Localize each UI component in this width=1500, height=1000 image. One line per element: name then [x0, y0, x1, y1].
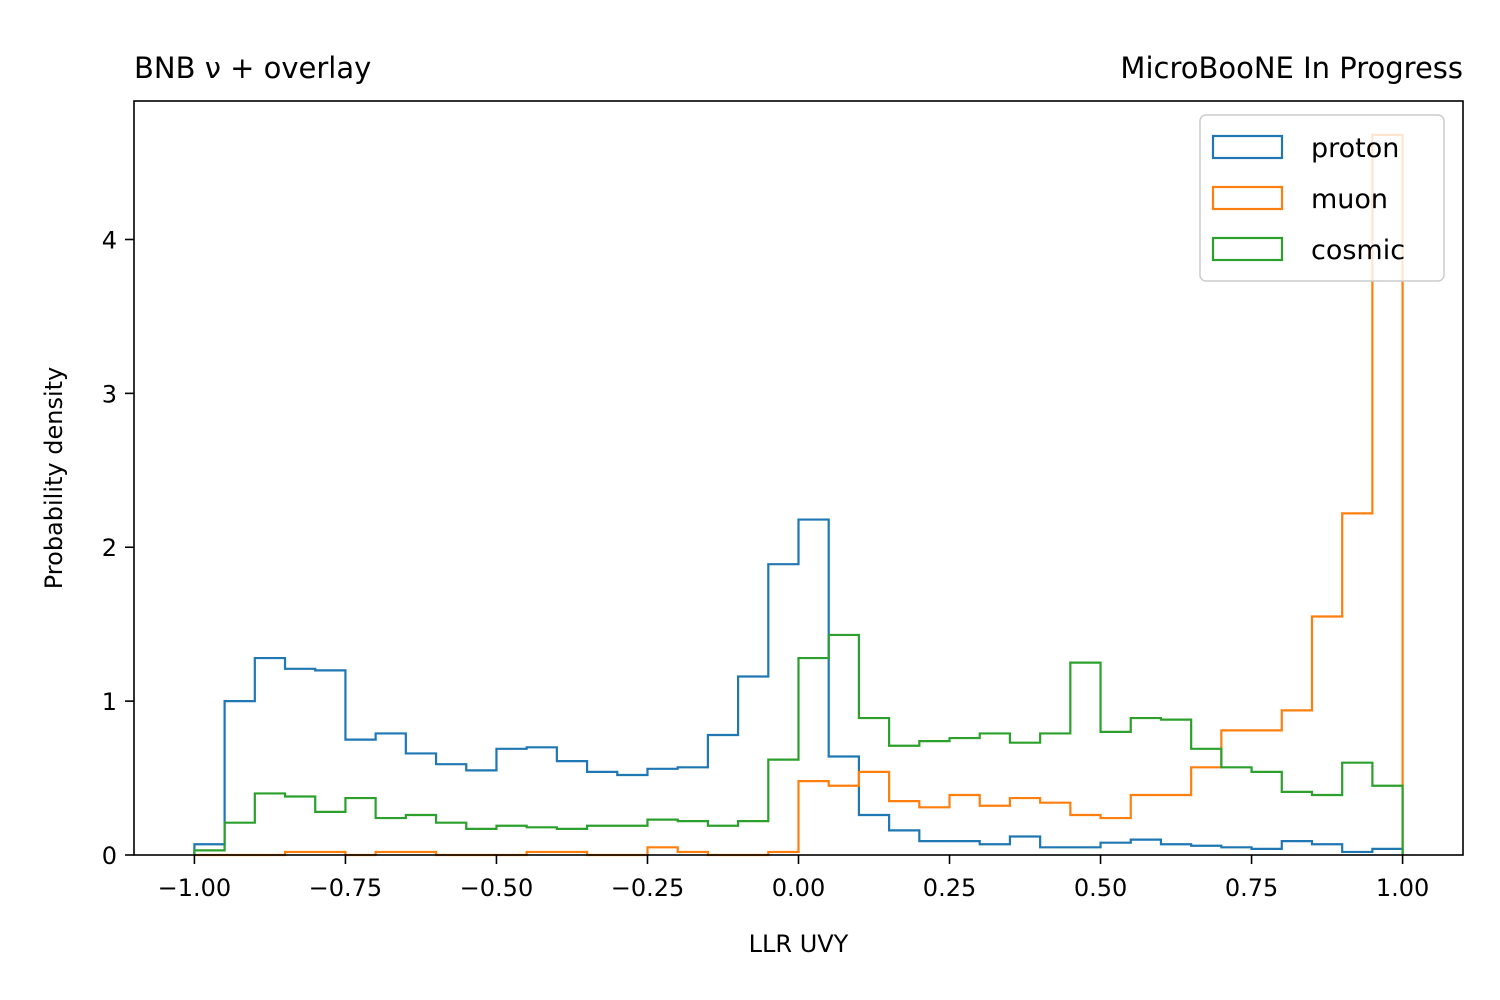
legend-swatch-muon [1211, 185, 1284, 211]
x-tick-label: 0.00 [772, 874, 825, 902]
legend-box [1199, 114, 1445, 282]
legend-label-muon: muon [1311, 184, 1388, 215]
series-cosmic-histogram [193, 633, 1404, 855]
title-left: BNB ν + overlay [134, 51, 371, 85]
y-tick-label: 1 [102, 688, 117, 716]
series-proton-histogram [193, 518, 1404, 855]
y-axis-label: Probability density [40, 367, 68, 590]
y-axis-ticks: 0 1 2 3 4 [102, 226, 134, 870]
legend-swatch-cosmic [1211, 236, 1284, 262]
legend-swatch-proton [1211, 134, 1284, 160]
legend-label-cosmic: cosmic [1311, 235, 1405, 266]
y-tick-label: 2 [102, 534, 117, 562]
y-tick-label: 3 [102, 380, 117, 408]
x-tick-label: 0.75 [1225, 874, 1278, 902]
series-layer [193, 133, 1404, 857]
x-axis-ticks: −1.00 −0.75 −0.50 −0.25 0.00 0.25 0.50 0.75 1.00 [158, 855, 1429, 902]
x-tick-label: −1.00 [158, 874, 232, 902]
legend-entries: proton muon cosmic [1211, 133, 1405, 266]
x-tick-label: 0.50 [1074, 874, 1127, 902]
x-axis-label: LLR UVY [749, 930, 849, 958]
x-tick-label: −0.75 [309, 874, 383, 902]
y-tick-label: 4 [102, 226, 117, 254]
x-tick-label: −0.25 [611, 874, 685, 902]
x-tick-label: 1.00 [1376, 874, 1429, 902]
x-tick-label: −0.50 [460, 874, 534, 902]
y-tick-label: 0 [102, 842, 117, 870]
title-right: MicroBooNE In Progress [1120, 51, 1463, 85]
x-tick-label: 0.25 [923, 874, 976, 902]
legend: proton muon cosmic [1199, 114, 1445, 282]
legend-label-proton: proton [1311, 133, 1399, 164]
